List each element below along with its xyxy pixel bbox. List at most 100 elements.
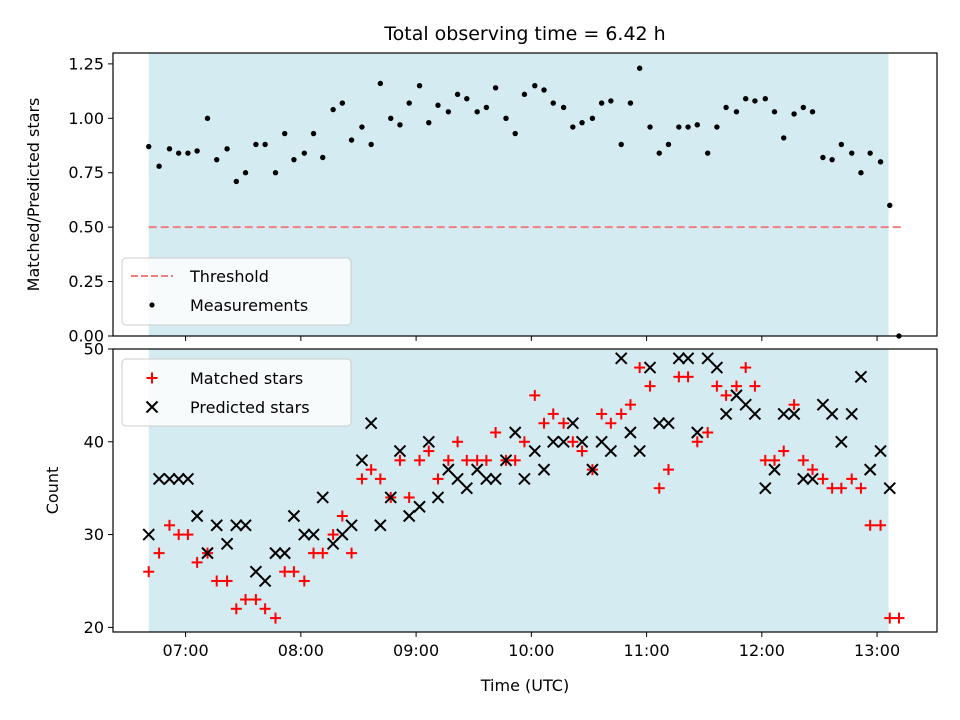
measurement-point	[359, 124, 365, 130]
matched-star-point	[673, 371, 685, 383]
matched-star-point	[875, 519, 887, 531]
measurement-point	[820, 154, 826, 161]
predicted-star-point	[643, 361, 657, 374]
predicted-star-point	[518, 472, 531, 486]
measurement-point	[733, 109, 740, 115]
measurement-point	[330, 106, 336, 113]
predicted-star-point	[710, 361, 724, 374]
y-tick-label: 50	[84, 340, 104, 359]
matched-star-point	[720, 389, 732, 401]
matched-star-point	[432, 473, 444, 485]
measurement-point	[532, 82, 538, 89]
measurement-point	[762, 96, 768, 102]
predicted-star-point	[863, 463, 877, 476]
predicted-star-point	[653, 417, 666, 430]
measurement-point	[426, 119, 432, 126]
measurement-point	[214, 156, 220, 163]
matched-star-point	[653, 482, 665, 494]
predicted-star-point	[739, 398, 752, 411]
matched-star-point	[308, 547, 320, 559]
matched-star-point	[797, 454, 809, 466]
predicted-star-point	[825, 407, 839, 421]
predicted-star-point	[719, 407, 733, 421]
predicted-star-point	[431, 491, 445, 504]
matched-star-point	[576, 445, 588, 457]
predicted-star-point	[249, 565, 263, 578]
measurement-point	[541, 87, 547, 93]
chart-title: Total observing time = 6.42 h	[383, 23, 665, 45]
y-tick-label: 30	[84, 525, 104, 544]
predicted-star-point	[691, 426, 704, 439]
measurement-point	[809, 109, 816, 115]
matched-star-point	[702, 427, 714, 439]
matched-star-point	[826, 482, 838, 494]
predicted-star-point	[278, 546, 291, 560]
predicted-star-point	[615, 352, 628, 365]
predicted-star-point	[854, 370, 868, 384]
matched-star-point	[173, 529, 185, 541]
legend-measurements-label: Measurements	[190, 296, 308, 315]
matched-star-point	[336, 510, 348, 522]
measurement-point	[262, 141, 268, 148]
measurement-point	[771, 109, 778, 115]
panel-count: 20 30 40 50 07:00 08:00 09:00 10:00 11:00 12:00 1…	[43, 340, 938, 695]
predicted-star-point	[442, 463, 455, 476]
bottom-legend: Matched stars Predicted stars	[121, 358, 352, 427]
matched-star-point	[288, 566, 300, 578]
measurement-point	[320, 154, 326, 161]
measurement-point	[474, 109, 480, 115]
measurement-point	[858, 170, 864, 176]
predicted-star-point	[566, 417, 580, 430]
legend-matched-label: Matched stars	[190, 369, 303, 388]
predicted-star-point	[681, 352, 695, 365]
predicted-star-point	[142, 528, 155, 541]
matched-star-point	[490, 427, 502, 439]
matched-star-point	[855, 482, 867, 494]
predicted-star-point	[287, 509, 301, 523]
y-tick-label: 1.25	[68, 54, 104, 73]
matched-star-point	[884, 612, 896, 624]
measurement-point	[723, 104, 729, 111]
legend-threshold-label: Threshold	[189, 267, 269, 286]
y-tick-label: 0.75	[68, 163, 104, 182]
predicted-star-point	[768, 463, 781, 476]
predicted-star-point	[547, 435, 560, 448]
measurement-point	[503, 115, 509, 122]
matched-star-point	[662, 464, 674, 476]
measurement-point	[685, 124, 691, 130]
predicted-star-point	[201, 546, 214, 560]
measurement-point	[339, 100, 346, 106]
measurement-point	[194, 148, 200, 154]
measurement-point	[887, 202, 893, 209]
matched-star-point	[730, 380, 742, 392]
measurement-point	[291, 156, 297, 163]
measurement-point	[791, 111, 797, 117]
measurement-point	[406, 100, 412, 106]
predicted-star-point	[874, 444, 887, 458]
matched-star-point	[394, 454, 406, 466]
top-y-ticks: 0.00 0.25 0.50 0.75 1.00 1.25	[68, 54, 113, 346]
x-tick-label: 09:00	[393, 641, 439, 660]
matched-star-point	[567, 436, 579, 448]
matched-star-point	[403, 491, 415, 503]
matched-star-point	[374, 473, 386, 485]
matched-star-point	[259, 603, 271, 615]
predicted-star-point	[586, 463, 599, 476]
predicted-star-point	[845, 407, 858, 421]
predicted-star-point	[413, 500, 426, 513]
measurement-point	[492, 85, 499, 91]
legend-matched-swatch	[146, 372, 158, 384]
matched-star-point	[788, 399, 800, 411]
top-x-ticks	[185, 336, 878, 341]
matched-star-point	[538, 417, 550, 429]
matched-star-point	[807, 464, 819, 476]
measurement-point	[647, 124, 653, 130]
predicted-star-point	[316, 491, 329, 504]
matched-star-point	[529, 389, 541, 401]
matched-star-point	[269, 612, 281, 624]
measurement-point	[272, 170, 279, 176]
matched-star-point	[423, 445, 435, 457]
measurement-point	[377, 80, 384, 87]
matched-star-point	[346, 547, 358, 559]
